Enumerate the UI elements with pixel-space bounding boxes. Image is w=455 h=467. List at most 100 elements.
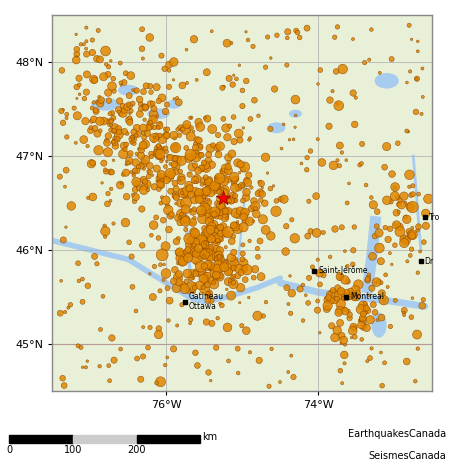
Point [242,217,249,225]
Point [239,102,246,110]
Point [222,124,229,132]
Point [187,114,195,121]
Point [167,170,174,177]
Point [158,176,165,183]
Point [62,166,70,174]
Point [121,79,128,86]
Point [162,163,169,170]
Point [211,185,218,192]
Point [174,274,182,281]
Point [165,206,172,214]
Point [338,149,345,156]
Point [96,362,103,370]
Point [261,199,268,207]
Point [146,34,153,41]
Point [155,143,162,150]
Point [232,198,239,205]
Point [158,94,166,102]
Point [198,252,206,259]
Point [189,234,197,241]
Point [177,219,184,226]
Point [217,201,224,209]
Point [133,167,141,174]
Point [67,301,74,309]
Point [345,291,353,298]
Point [166,174,173,181]
Point [216,273,223,280]
Point [221,189,228,197]
Point [380,297,388,304]
Point [403,127,410,134]
Point [201,251,208,258]
Point [205,254,212,262]
Point [365,271,373,278]
Point [217,229,224,236]
Point [247,134,254,142]
Point [383,143,390,150]
Point [396,197,404,204]
Point [202,114,209,121]
Point [104,71,111,78]
Point [219,185,226,192]
Point [89,159,96,167]
Point [93,260,101,268]
Point [377,257,384,265]
Point [228,254,235,262]
Point [195,245,202,252]
Point [416,248,424,255]
Point [59,375,66,382]
Point [354,290,361,297]
Point [215,188,222,195]
Point [246,218,253,225]
Point [60,119,67,127]
Point [185,248,192,255]
Point [157,180,164,188]
Point [341,248,349,255]
Point [162,132,170,139]
Point [276,378,283,386]
Point [240,213,247,220]
Point [205,178,212,185]
Point [96,118,104,125]
Point [158,52,165,59]
Point [142,82,150,90]
Point [126,150,134,157]
Point [395,201,403,208]
Point [187,133,194,140]
Point [234,159,241,167]
Point [346,314,353,322]
Point [158,154,166,162]
Point [335,291,342,299]
Point [327,253,334,261]
Point [107,185,115,193]
Point [102,227,109,235]
Point [157,146,164,153]
Point [294,29,301,36]
Point [334,156,341,164]
Point [105,132,112,140]
Point [212,254,219,262]
Point [273,207,280,215]
Point [161,65,168,72]
Point [335,309,342,317]
Point [238,322,245,329]
Point [142,104,149,111]
Point [176,248,183,255]
Point [358,336,365,343]
Point [198,194,205,201]
Point [105,97,112,105]
Point [179,189,186,197]
Point [83,50,90,58]
Point [107,197,114,205]
Point [299,281,307,289]
Point [363,304,370,312]
Point [72,139,80,147]
Point [150,138,157,145]
Point [347,294,354,302]
Point [334,284,341,291]
Point [224,134,231,141]
Point [244,36,252,44]
Point [221,263,228,271]
Point [75,277,82,284]
Point [350,247,357,254]
